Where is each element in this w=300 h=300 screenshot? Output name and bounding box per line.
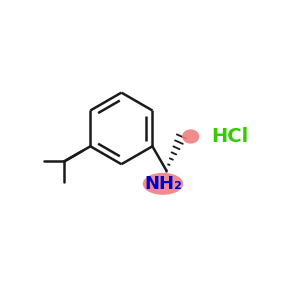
- Ellipse shape: [182, 129, 200, 144]
- Text: NH₂: NH₂: [144, 175, 182, 193]
- Ellipse shape: [143, 173, 183, 195]
- Text: HCl: HCl: [212, 127, 249, 146]
